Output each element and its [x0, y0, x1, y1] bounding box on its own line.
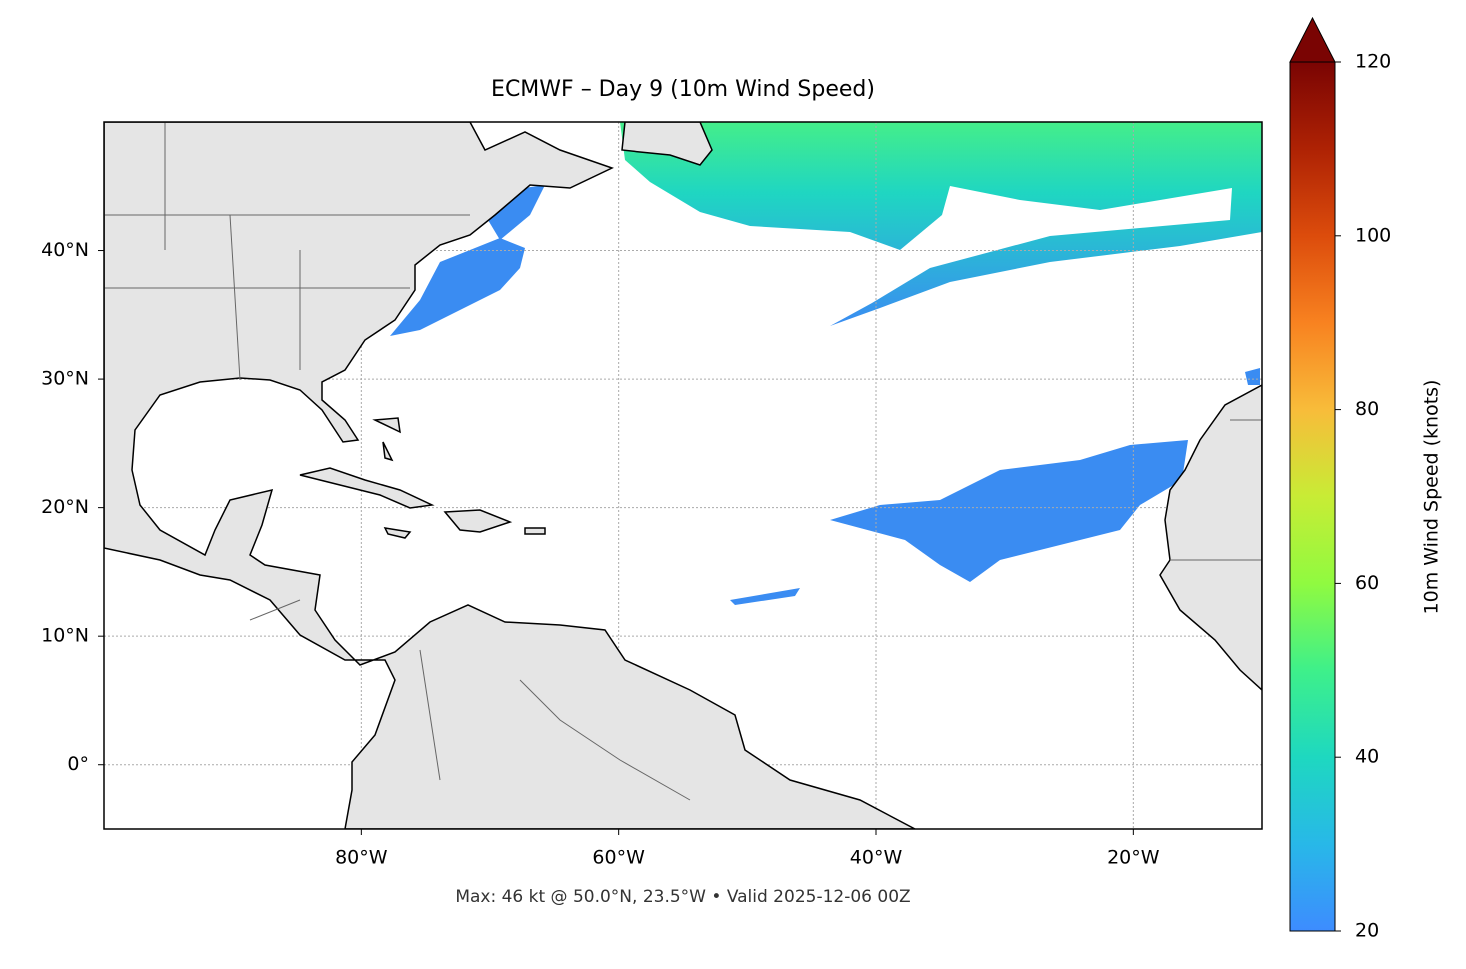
y-tick-label: 40°N	[41, 239, 89, 261]
map-frame	[103, 121, 1263, 830]
island	[299, 467, 435, 509]
colorbar-tick-label: 60	[1355, 572, 1379, 594]
x-tick-label: 60°W	[592, 847, 645, 869]
colorbar-tick-label: 20	[1355, 920, 1379, 942]
land	[104, 122, 916, 829]
colorbar-label: 10m Wind Speed (knots)	[1421, 380, 1443, 615]
colorbar-bar	[1289, 61, 1336, 932]
wind-area	[485, 185, 545, 240]
land	[621, 122, 713, 166]
colorbar-extend	[1289, 16, 1336, 63]
colorbar-tick-label: 80	[1355, 398, 1379, 420]
y-tick-label: 20°N	[41, 496, 89, 518]
y-tick-label: 0°	[67, 753, 89, 775]
wind-field	[258, 122, 1262, 605]
colorbar-tick-label: 40	[1355, 746, 1379, 768]
wind-area	[620, 122, 1262, 326]
chart-title: ECMWF – Day 9 (10m Wind Speed)	[491, 77, 875, 102]
colorbar: 10m Wind Speed (knots) 20 40 60 80 100 120	[1289, 16, 1443, 942]
wind-area	[390, 238, 525, 336]
x-tick-label: 40°W	[850, 847, 903, 869]
x-tick-label: 80°W	[335, 847, 388, 869]
borders	[104, 122, 1262, 801]
x-tick-label: 20°W	[1107, 847, 1160, 869]
footnote: Max: 46 kt @ 50.0°N, 23.5°W • Valid 2025…	[455, 887, 910, 907]
y-tick-label: 30°N	[41, 368, 89, 390]
island	[372, 417, 546, 539]
wind-area	[830, 440, 1188, 582]
colorbar-tick-label: 120	[1355, 51, 1391, 73]
colorbar-tick-label: 100	[1355, 224, 1391, 246]
map	[104, 122, 1262, 829]
y-tick-label: 10°N	[41, 625, 89, 647]
axes: 80°W 60°W 40°W 20°W 0° 10°N 20°N 30°N 40°N	[41, 239, 1160, 868]
